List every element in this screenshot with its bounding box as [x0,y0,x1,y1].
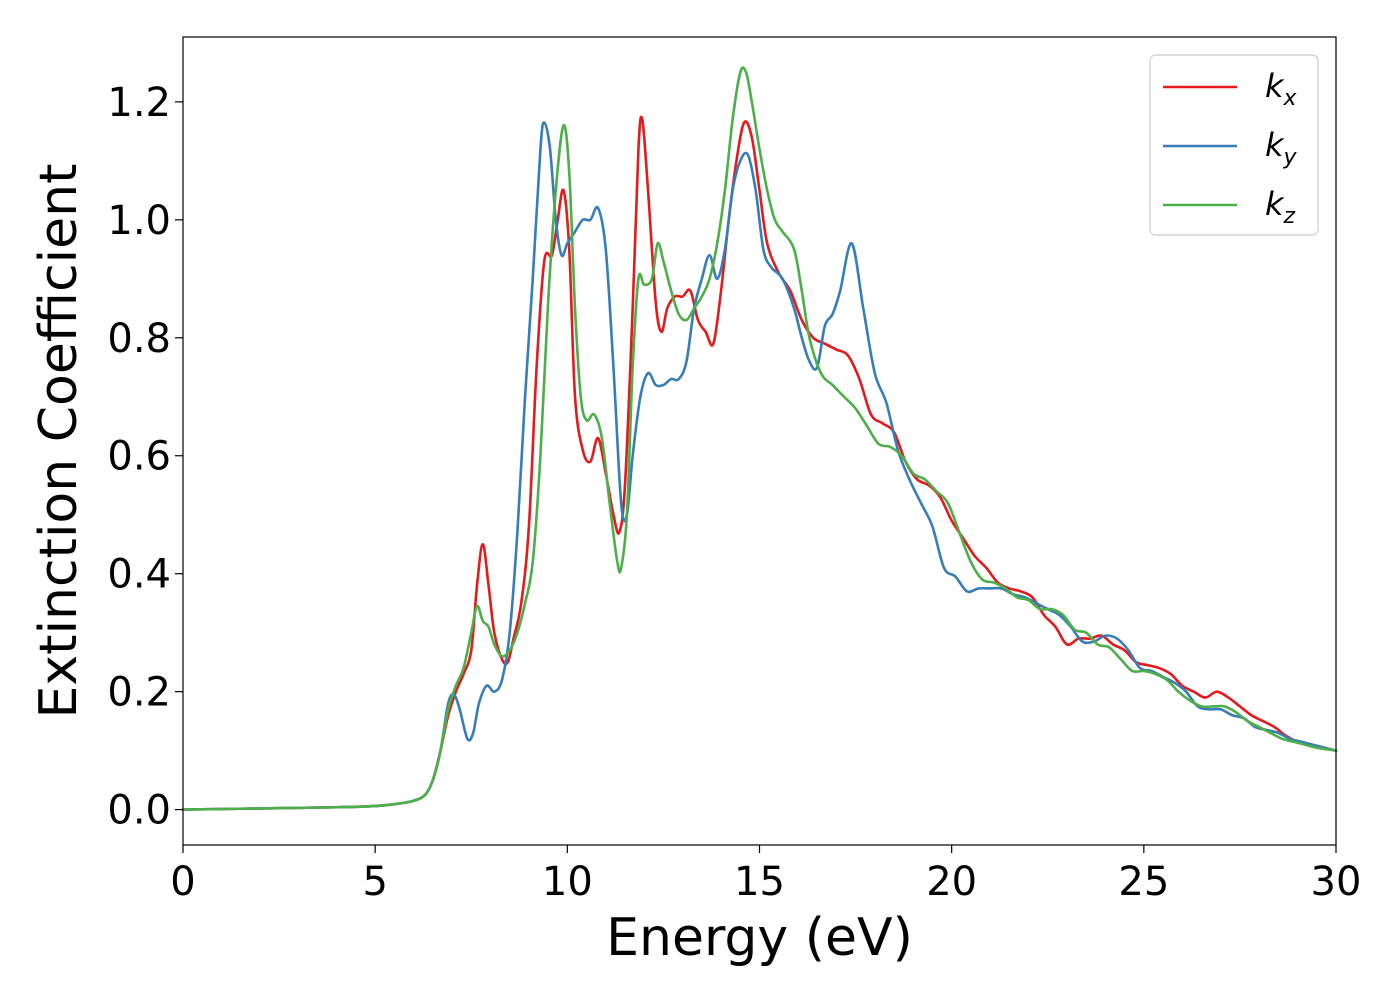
x-tick-label: 25 [1118,859,1169,905]
y-tick-label: 0.2 [107,670,171,716]
legend-entries: kx ky kz [1163,67,1298,229]
x-tick-label: 5 [362,859,387,905]
y-tick-label: 0.0 [107,788,171,834]
y-tick-label: 1.2 [107,80,171,126]
x-tick-label: 30 [1311,859,1362,905]
y-tick-label: 0.4 [107,552,171,598]
series-line-k-z [181,66,1338,811]
x-tick-label: 10 [542,859,593,905]
y-axis-ticks: 0.0 0.2 0.4 0.6 0.8 1.0 1.2 [107,80,183,834]
legend: kx ky kz [1149,54,1319,236]
y-tick-label: 0.8 [107,316,171,362]
legend-label-k-y: ky [1265,126,1298,170]
x-tick-label: 0 [170,859,195,905]
y-tick-label: 1.0 [107,198,171,244]
series-lines [181,66,1338,811]
legend-label-k-z: kz [1265,185,1296,229]
series-line-k-y [181,121,1338,811]
y-tick-label: 0.6 [107,434,171,480]
x-tick-label: 15 [734,859,785,905]
y-axis-label: Extinction Coefficient [29,164,89,719]
legend-label-k-x: kx [1265,67,1298,111]
x-axis-label: Energy (eV) [606,908,913,968]
x-axis-ticks: 0 5 10 15 20 25 30 [170,845,1361,905]
x-tick-label: 20 [926,859,977,905]
